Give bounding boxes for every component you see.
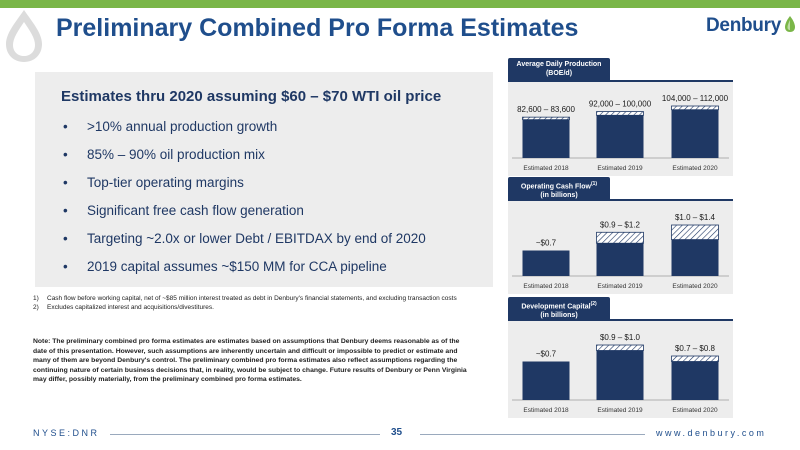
capital-chart: ~$0.7 Estimated 2018 $0.9 – $1.0 Estimated … bbox=[512, 333, 729, 414]
data-label: ~$0.7 bbox=[536, 350, 557, 359]
category-label: Estimated 2018 bbox=[523, 165, 569, 172]
data-label: 104,000 – 112,000 bbox=[662, 94, 729, 103]
bar-base bbox=[671, 109, 719, 158]
bar-range bbox=[596, 111, 644, 116]
chart-body: ~$0.7 Estimated 2018 $0.9 – $1.0 Estimated … bbox=[508, 319, 733, 418]
production-chart-panel: Average Daily Production (BOE/d) 82,600 … bbox=[508, 58, 733, 176]
bar-base bbox=[596, 243, 644, 276]
bullet-item: • 2019 capital assumes ~$150 MM for CCA p… bbox=[63, 259, 387, 274]
data-label: $0.9 – $1.2 bbox=[600, 220, 641, 229]
chart-body: ~$0.7 Estimated 2018 $0.9 – $1.2 Estimated … bbox=[508, 199, 733, 294]
category-label: Estimated 2019 bbox=[597, 165, 643, 172]
bar-base bbox=[522, 119, 570, 158]
bar-base bbox=[522, 361, 570, 400]
chart-tab: Operating Cash Flow(1) (in billions) bbox=[508, 177, 610, 199]
data-label: $0.9 – $1.0 bbox=[600, 333, 641, 342]
bar-base bbox=[596, 115, 644, 158]
category-label: Estimated 2020 bbox=[672, 283, 718, 290]
chart-tab: Average Daily Production (BOE/d) bbox=[508, 58, 610, 80]
page-title: Preliminary Combined Pro Forma Estimates bbox=[56, 14, 579, 42]
bullet-dot: • bbox=[63, 259, 68, 274]
top-accent-bar bbox=[0, 0, 800, 8]
note-text: The preliminary combined pro forma estim… bbox=[33, 338, 467, 383]
bullet-item: • Targeting ~2.0x or lower Debt / EBITDAX… bbox=[63, 231, 426, 246]
estimates-heading: Estimates thru 2020 assuming $60 – $70 W… bbox=[61, 88, 442, 105]
bar-base bbox=[671, 361, 719, 400]
note-label: Note: bbox=[33, 338, 51, 345]
footnotes: 1) Cash flow before working capital, net… bbox=[33, 294, 488, 312]
bar-range bbox=[596, 344, 644, 351]
bullet-item: • Significant free cash flow generation bbox=[63, 203, 304, 218]
production-chart: 82,600 – 83,600 Estimated 2018 92,000 – 10… bbox=[512, 94, 729, 172]
category-label: Estimated 2020 bbox=[672, 407, 718, 414]
bar-range bbox=[522, 116, 570, 121]
category-label: Estimated 2020 bbox=[672, 165, 718, 172]
logo-leaf-icon bbox=[784, 15, 796, 38]
capital-chart-panel: Development Capital(2) (in billions) ~$0… bbox=[508, 297, 733, 418]
category-label: Estimated 2018 bbox=[523, 283, 569, 290]
estimates-bullet-list: • >10% annual production growth • 85% – 90… bbox=[63, 118, 426, 286]
bullet-dot: • bbox=[63, 203, 68, 218]
category-label: Estimated 2019 bbox=[597, 407, 643, 414]
bar-range bbox=[671, 224, 719, 240]
footnote: 1) Cash flow before working capital, net… bbox=[33, 295, 457, 302]
data-label: 92,000 – 100,000 bbox=[589, 100, 652, 109]
water-drop-icon bbox=[0, 8, 52, 64]
bar-base bbox=[522, 250, 570, 276]
page-number: 35 bbox=[391, 427, 403, 438]
chart-tab: Development Capital(2) (in billions) bbox=[508, 297, 610, 319]
data-label: $0.7 – $0.8 bbox=[675, 344, 716, 353]
estimates-panel: Estimates thru 2020 assuming $60 – $70 W… bbox=[35, 72, 493, 287]
cash-flow-chart-panel: Operating Cash Flow(1) (in billions) ~$0… bbox=[508, 177, 733, 294]
bullet-dot: • bbox=[63, 231, 68, 246]
data-label: ~$0.7 bbox=[536, 239, 557, 248]
bullet-dot: • bbox=[63, 175, 68, 190]
bar-range bbox=[671, 105, 719, 111]
disclaimer-note: Note: The preliminary combined pro forma… bbox=[33, 337, 473, 385]
bullet-item: • >10% annual production growth bbox=[63, 119, 278, 134]
bar-base bbox=[671, 239, 719, 276]
cash-flow-chart: ~$0.7 Estimated 2018 $0.9 – $1.2 Estimated … bbox=[512, 213, 729, 290]
footnote: 2) Excludes capitalized interest and acq… bbox=[33, 304, 214, 311]
bar-range bbox=[596, 231, 644, 244]
category-label: Estimated 2018 bbox=[523, 407, 569, 414]
footer-ticker: NYSE:DNR bbox=[33, 428, 100, 438]
logo-text: Denbury bbox=[706, 15, 781, 36]
data-label: 82,600 – 83,600 bbox=[517, 105, 575, 114]
bar-base bbox=[596, 350, 644, 400]
bullet-dot: • bbox=[63, 147, 68, 162]
footer-divider-left bbox=[110, 434, 380, 435]
bullet-item: • 85% – 90% oil production mix bbox=[63, 147, 265, 162]
footer-divider-right bbox=[420, 434, 645, 435]
bullet-dot: • bbox=[63, 119, 68, 134]
bullet-item: • Top-tier operating margins bbox=[63, 175, 244, 190]
data-label: $1.0 – $1.4 bbox=[675, 213, 716, 222]
bar-range bbox=[671, 355, 719, 362]
denbury-logo: Denbury bbox=[706, 14, 796, 38]
chart-body: 82,600 – 83,600 Estimated 2018 92,000 – 10… bbox=[508, 80, 733, 176]
footer-website-link[interactable]: www.denbury.com bbox=[656, 428, 767, 438]
category-label: Estimated 2019 bbox=[597, 283, 643, 290]
